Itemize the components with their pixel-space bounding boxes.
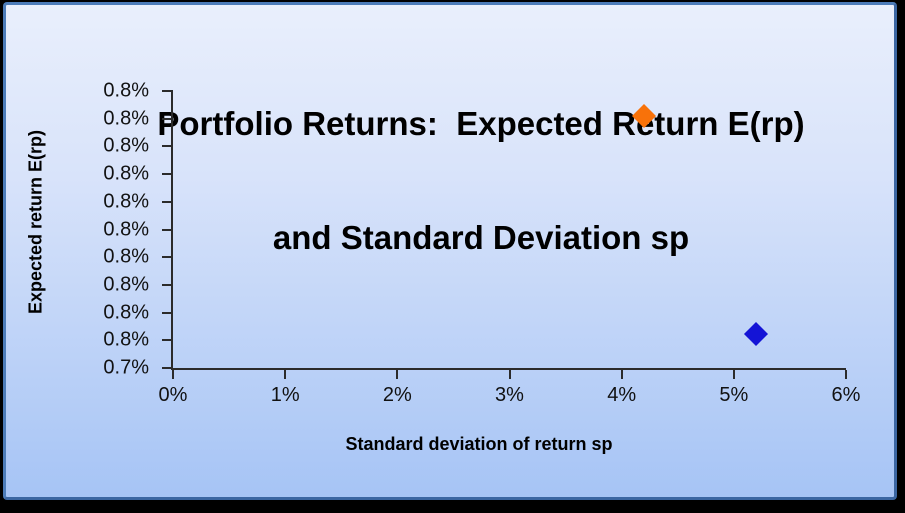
y-axis-tick: [162, 90, 173, 92]
x-axis-tick-label: 1%: [270, 384, 300, 406]
y-axis-tick-label: 0.8%: [103, 162, 149, 185]
y-axis-tick: [162, 200, 173, 203]
x-axis-tick: [396, 370, 399, 379]
chart-title-line-2: and Standard Deviation sp: [272, 219, 690, 256]
y-axis-tick: [162, 339, 173, 342]
y-axis-tick-label: 0.8%: [103, 190, 149, 213]
y-axis-tick-label: 0.8%: [103, 134, 149, 157]
x-axis-tick-label: 4%: [607, 384, 637, 406]
y-axis-title: Expected return E(rp): [25, 129, 46, 315]
y-axis-tick: [162, 256, 173, 259]
x-axis-tick: [172, 370, 174, 379]
y-axis-tick: [162, 367, 173, 369]
y-axis-tick: [162, 311, 173, 314]
chart-title: Portfolio Returns: Expected Return E(rp)…: [61, 29, 901, 333]
x-axis-tick-label: 5%: [719, 384, 749, 406]
x-axis-tick: [845, 370, 847, 379]
y-axis-tick-label: 0.8%: [103, 273, 149, 296]
y-axis-tick: [162, 228, 173, 231]
plot-area: 0.8% 0.8% 0.8% 0.8% 0.8% 0.8% 0.8% 0.8% 0.8% 0.8%…: [103, 80, 860, 407]
x-axis-tick-label: 2%: [382, 384, 412, 406]
y-axis-tick-label: 0.8%: [103, 79, 149, 102]
x-axis-tick-label: 0%: [158, 384, 188, 406]
y-axis-tick-label: 0.8%: [103, 328, 149, 351]
y-axis-tick: [162, 145, 173, 148]
y-axis-tick-label: 0.8%: [103, 301, 149, 324]
x-axis-tick-label: 3%: [495, 384, 524, 406]
portfolio-point-orange-diamond: [632, 103, 657, 128]
x-axis-tick: [284, 370, 287, 379]
x-axis-tick: [732, 370, 735, 379]
y-axis-tick-label: 0.8%: [103, 107, 149, 130]
x-axis-tick: [620, 370, 623, 379]
chart-panel: Portfolio Returns: Expected Return E(rp)…: [3, 2, 897, 500]
x-axis-tick-label: 6%: [831, 384, 861, 406]
y-axis-tick-label: 0.8%: [103, 218, 149, 240]
portfolio-point-blue-diamond: [744, 321, 769, 346]
y-axis-tick-label: 0.7%: [103, 356, 149, 379]
y-axis-tick-label: 0.8%: [103, 245, 149, 268]
y-axis-tick: [162, 173, 173, 176]
x-axis-title: Standard deviation of return sp: [345, 434, 613, 454]
x-axis-tick: [508, 370, 511, 379]
y-axis-tick: [162, 117, 173, 120]
chart-title-line-1: Portfolio Returns: Expected Return E(rp): [157, 105, 805, 142]
y-axis-tick: [162, 283, 173, 286]
